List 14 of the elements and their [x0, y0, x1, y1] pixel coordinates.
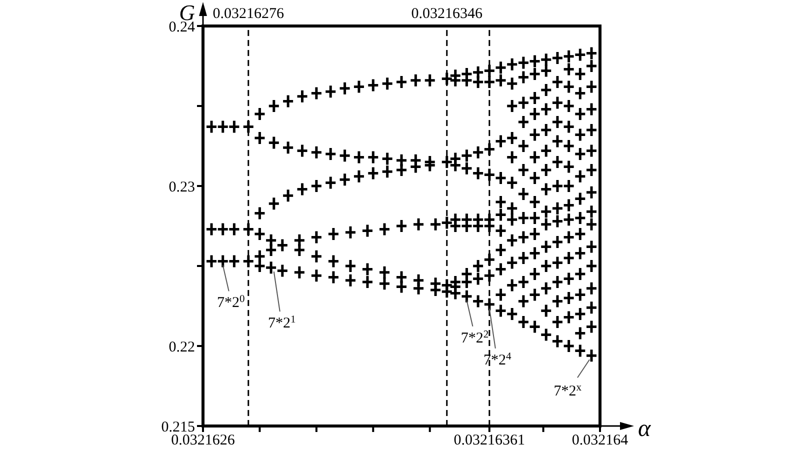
ref-line-label: 0.03216276 [212, 6, 284, 22]
x-tick-label: 0.03216361 [454, 432, 526, 449]
annotation: 7*2$^{0}$ [216, 294, 245, 312]
ref-line-label: 0.03216346 [411, 6, 483, 22]
x-axis-title: α [638, 416, 651, 442]
y-tick-label: 0.22 [168, 339, 195, 356]
annotation: 7*2$^{2}$ [460, 328, 489, 346]
y-tick-label: 0.215 [161, 419, 195, 436]
x-tick-label: 0.032164 [572, 432, 629, 449]
y-tick-label: 0.23 [168, 179, 195, 196]
x-tick-label: 0.0321626 [171, 432, 236, 449]
annotation: 7*2$^{x}$ [554, 382, 582, 400]
annotation: 7*2$^{1}$ [268, 314, 296, 332]
annotation: 7*2$^{4}$ [484, 350, 512, 368]
